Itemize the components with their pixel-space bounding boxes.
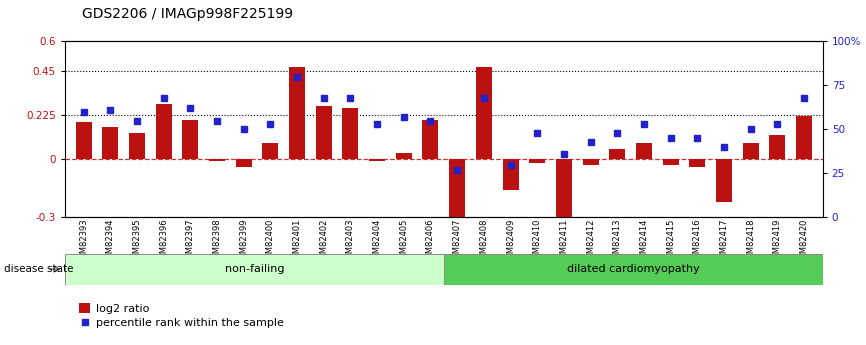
Bar [689, 159, 705, 167]
Bar [475, 67, 492, 159]
Bar [156, 104, 171, 159]
Text: dilated cardiomyopathy: dilated cardiomyopathy [567, 264, 700, 274]
Text: GDS2206 / IMAGp998F225199: GDS2206 / IMAGp998F225199 [82, 7, 294, 21]
Bar [183, 120, 198, 159]
Bar [583, 159, 598, 165]
Bar [796, 116, 812, 159]
Bar [449, 159, 465, 241]
Bar [65, 254, 443, 285]
Bar [289, 67, 305, 159]
Bar [236, 159, 252, 167]
Bar [662, 159, 679, 165]
Bar [209, 159, 225, 161]
Bar [129, 133, 145, 159]
Bar [556, 159, 572, 219]
Bar [502, 159, 519, 190]
Bar [716, 159, 732, 202]
Bar [636, 143, 652, 159]
Bar [423, 120, 438, 159]
Bar [529, 159, 546, 162]
Bar [443, 254, 823, 285]
Bar [262, 143, 278, 159]
Bar [769, 135, 785, 159]
Bar [743, 143, 759, 159]
Text: non-failing: non-failing [224, 264, 284, 274]
Bar [342, 108, 359, 159]
Legend: log2 ratio, percentile rank within the sample: log2 ratio, percentile rank within the s… [79, 303, 284, 328]
Bar [102, 127, 119, 159]
Bar [369, 159, 385, 161]
Bar [316, 106, 332, 159]
Bar [610, 149, 625, 159]
Bar [75, 121, 92, 159]
Text: disease state: disease state [4, 264, 74, 274]
Bar [396, 153, 412, 159]
